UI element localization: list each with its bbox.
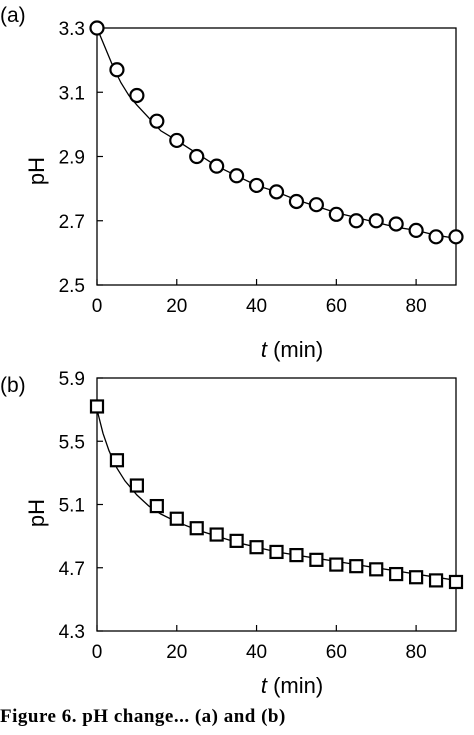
y-tick-label-a: 2.7 bbox=[59, 212, 85, 233]
x-tick-label-b: 0 bbox=[92, 642, 103, 663]
data-point-b bbox=[109, 453, 125, 468]
data-point-a bbox=[129, 87, 145, 104]
data-point-b bbox=[269, 544, 284, 560]
data-point-a bbox=[268, 184, 285, 200]
x-tick-label-a: 20 bbox=[166, 296, 187, 317]
y-axis-label-a: pH bbox=[24, 157, 49, 185]
data-point-a bbox=[388, 216, 404, 232]
y-axis-label-b: pH bbox=[24, 499, 49, 527]
x-tick-label-a: 40 bbox=[246, 296, 267, 317]
y-tick-label-b: 5.1 bbox=[59, 496, 85, 517]
x-tick-label-a: 60 bbox=[326, 296, 347, 317]
data-point-a bbox=[229, 168, 245, 184]
data-point-b bbox=[369, 562, 384, 577]
x-tick-label-a: 80 bbox=[406, 296, 427, 317]
data-point-a bbox=[109, 62, 125, 78]
x-tick-label-b: 60 bbox=[326, 642, 347, 663]
data-point-b bbox=[189, 521, 204, 536]
x-tick-label-a: 0 bbox=[92, 296, 103, 317]
panel-label-b: (b) bbox=[0, 374, 26, 397]
data-point-a bbox=[368, 213, 384, 229]
data-point-b bbox=[448, 574, 464, 590]
data-point-a bbox=[189, 148, 205, 165]
data-point-a bbox=[448, 229, 464, 245]
x-tick-label-b: 20 bbox=[166, 642, 187, 663]
panel-label-a: (a) bbox=[0, 4, 26, 27]
data-point-b bbox=[329, 557, 344, 572]
data-point-b bbox=[209, 527, 224, 542]
data-point-b bbox=[389, 566, 404, 582]
data-point-b bbox=[409, 570, 424, 585]
data-point-a bbox=[308, 197, 324, 213]
data-point-a bbox=[149, 113, 165, 129]
y-tick-label-a: 3.3 bbox=[59, 19, 85, 40]
y-tick-label-b: 4.3 bbox=[59, 622, 85, 643]
data-point-a bbox=[408, 222, 424, 238]
y-tick-label-a: 3.1 bbox=[59, 83, 85, 104]
x-axis-label-a: t (min) bbox=[261, 337, 323, 362]
fit-curve-a bbox=[96, 27, 457, 240]
data-point-a bbox=[169, 132, 185, 149]
data-point-b bbox=[428, 573, 444, 588]
x-tick-label-b: 80 bbox=[406, 642, 427, 663]
data-point-a bbox=[328, 206, 344, 222]
data-point-b bbox=[229, 533, 244, 548]
plot-area-b: 0 20 40 60 80 4.3 4.7 5.1 5.5 5.9 bbox=[59, 369, 464, 663]
plot-frame-a bbox=[96, 27, 457, 286]
x-axis-label-a-unit: (min) bbox=[267, 337, 323, 362]
y-tick-label-b: 4.7 bbox=[59, 559, 85, 580]
data-point-b bbox=[169, 511, 184, 526]
data-point-a bbox=[209, 158, 225, 174]
data-point-a bbox=[288, 193, 305, 210]
x-axis-label-a-var: t bbox=[261, 337, 268, 362]
data-point-a bbox=[89, 20, 105, 36]
y-tick-label-b: 5.5 bbox=[59, 432, 85, 453]
data-point-b bbox=[309, 552, 324, 567]
y-tick-label-b: 5.9 bbox=[59, 369, 85, 390]
data-point-b bbox=[349, 559, 364, 574]
x-axis-label-b: t (min) bbox=[261, 673, 323, 698]
data-point-a bbox=[248, 177, 265, 194]
data-point-b bbox=[149, 498, 164, 514]
x-axis-label-b-unit: (min) bbox=[267, 673, 323, 698]
data-point-b bbox=[89, 399, 105, 414]
plot-area-a: 0 20 40 60 80 2.5 2.7 2.9 3.1 3.3 bbox=[59, 19, 464, 317]
figure-caption: Figure 6. pH change... (a) and (b) bbox=[0, 706, 286, 727]
y-tick-label-a: 2.9 bbox=[59, 148, 85, 169]
y-tick-label-a: 2.5 bbox=[59, 276, 85, 297]
data-point-a bbox=[428, 229, 444, 245]
data-point-a bbox=[348, 213, 364, 229]
data-point-b bbox=[129, 478, 144, 493]
data-point-b bbox=[289, 547, 304, 563]
x-tick-label-b: 40 bbox=[246, 642, 267, 663]
data-point-b bbox=[249, 540, 264, 555]
x-axis-label-b-var: t bbox=[261, 673, 268, 698]
